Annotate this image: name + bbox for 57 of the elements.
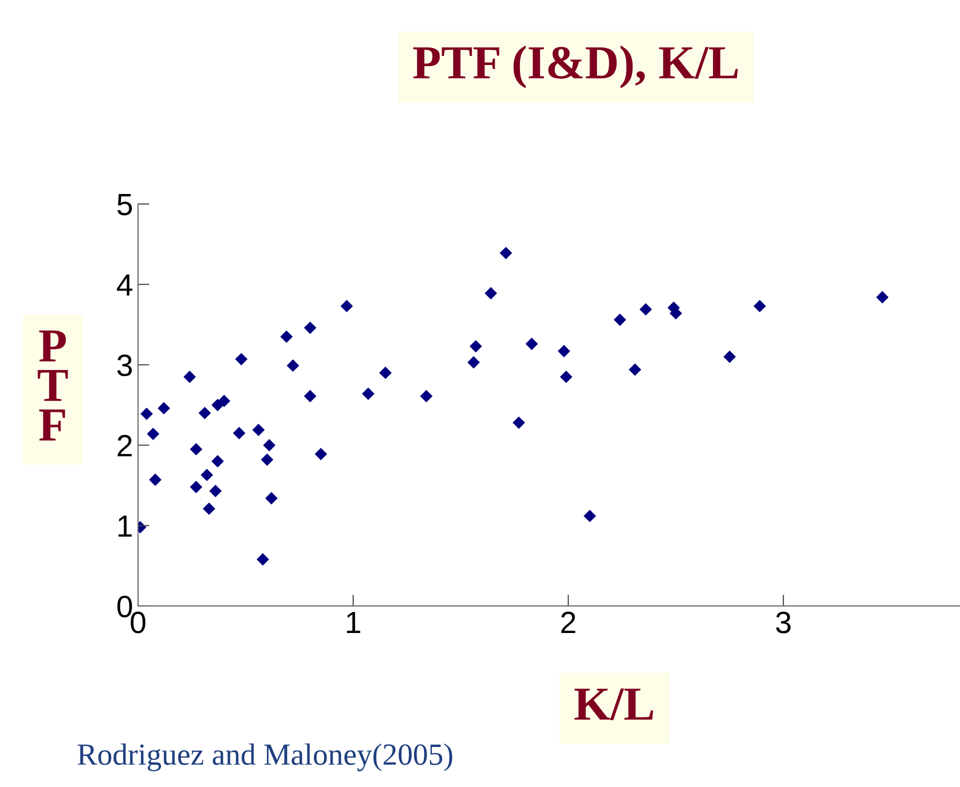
point xyxy=(218,394,230,408)
point xyxy=(252,424,265,436)
point xyxy=(304,322,316,334)
point xyxy=(265,492,278,504)
point xyxy=(876,291,889,304)
point xyxy=(149,474,162,486)
point xyxy=(190,443,202,456)
y-tick-label: 3 xyxy=(117,354,132,376)
point xyxy=(190,480,202,494)
point xyxy=(420,390,433,402)
point xyxy=(584,510,596,522)
point xyxy=(560,370,572,384)
point xyxy=(723,350,736,363)
point xyxy=(512,416,526,429)
point xyxy=(314,448,328,460)
point xyxy=(280,330,293,343)
point xyxy=(198,406,211,420)
y-tick-label: 1 xyxy=(118,516,132,537)
point xyxy=(304,390,316,402)
point xyxy=(484,287,498,300)
point xyxy=(256,553,270,566)
y-tick-label: 5 xyxy=(117,194,132,216)
point xyxy=(379,366,392,380)
point xyxy=(200,468,214,482)
point xyxy=(232,426,246,440)
point xyxy=(470,340,482,353)
point xyxy=(183,370,196,384)
chart-title: PTF (I&D), K/L xyxy=(413,45,738,88)
x-tick-label: 2 xyxy=(561,612,576,633)
y-axis-title: PTF xyxy=(38,330,68,440)
y-tick-label: 4 xyxy=(116,274,132,296)
point xyxy=(211,455,224,468)
point xyxy=(209,484,222,498)
point xyxy=(260,453,274,466)
point xyxy=(500,246,512,260)
point xyxy=(146,428,160,440)
x-axis-title: K/L xyxy=(574,688,654,720)
point xyxy=(158,402,170,414)
point xyxy=(340,300,353,312)
point xyxy=(202,502,216,515)
point xyxy=(614,314,626,326)
point xyxy=(628,363,642,376)
x-tick-label: 1 xyxy=(347,612,360,633)
y-tick-label: 0 xyxy=(117,596,132,618)
x-tick-label: 3 xyxy=(776,612,791,634)
point xyxy=(640,303,652,316)
y-tick-label: 2 xyxy=(118,434,132,456)
point xyxy=(263,438,276,452)
point xyxy=(754,300,766,312)
point xyxy=(467,356,480,369)
point xyxy=(286,359,300,372)
point xyxy=(362,388,374,400)
point xyxy=(140,408,153,420)
point xyxy=(558,344,570,358)
point xyxy=(526,338,538,350)
text: Rodriguez and Maloney(2005) xyxy=(78,743,452,772)
point xyxy=(235,352,248,366)
